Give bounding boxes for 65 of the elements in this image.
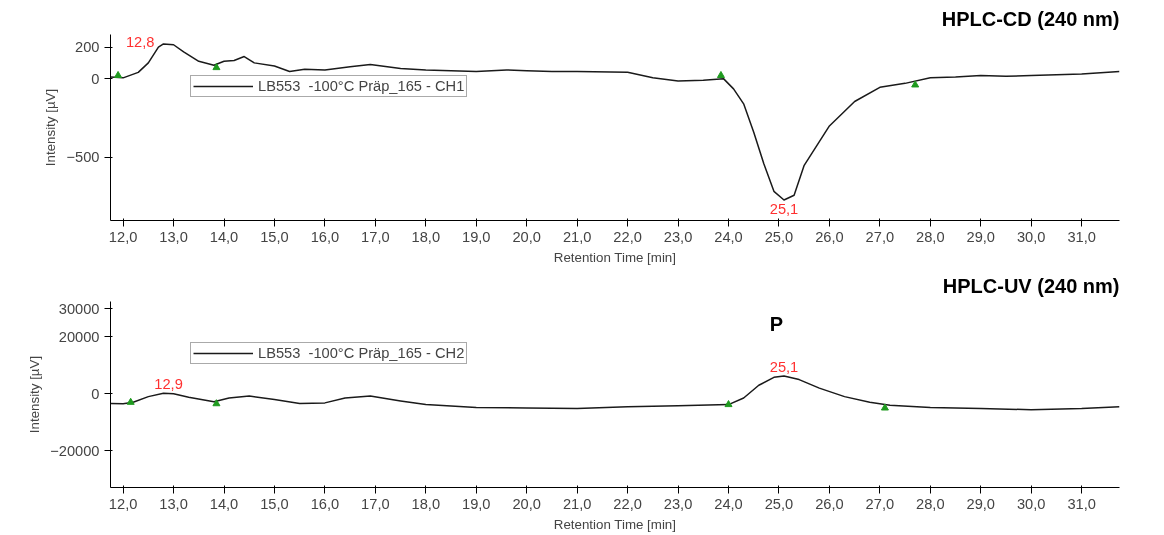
y-axis-title: Intensity [µV]: [27, 355, 43, 434]
y-tick-label: 0: [91, 70, 100, 87]
x-tick-label: 17,0: [361, 495, 390, 512]
x-tick-label: 28,0: [916, 228, 945, 245]
x-tick-label: 19,0: [462, 228, 491, 245]
y-tick-label: 30000: [58, 300, 100, 317]
x-tick-label: 31,0: [1067, 228, 1096, 245]
line-series: [110, 375, 1120, 411]
x-tick-label: 24,0: [714, 495, 743, 512]
x-tick-label: 24,0: [714, 228, 743, 245]
x-tick-label: 20,0: [512, 495, 541, 512]
point: [212, 63, 221, 71]
y-tick-label: −500: [66, 149, 100, 166]
x-tick-label: 13,0: [159, 228, 188, 245]
x-tick-label: 23,0: [663, 495, 693, 512]
x-tick-label: 15,0: [260, 495, 289, 512]
x-tick-label: 27,0: [865, 228, 895, 245]
x-tick-label: 23,0: [663, 228, 693, 245]
x-tick-label: 12,0: [108, 228, 138, 245]
x-tick-label: 30,0: [1016, 228, 1046, 245]
x-tick-label: 26,0: [815, 228, 844, 245]
x-tick-label: 30,0: [1016, 495, 1046, 512]
chart-title: HPLC-CD (240 nm): [941, 7, 1120, 30]
annotation: 25,1: [769, 358, 799, 375]
x-tick-label: 17,0: [361, 228, 390, 245]
annotation: 12,8: [125, 33, 155, 50]
x-tick-label: 18,0: [411, 495, 441, 512]
x-tick-label: 13,0: [159, 495, 188, 512]
x-tick-label: 28,0: [916, 495, 945, 512]
x-axis-title: Retention Time [min]: [553, 516, 676, 532]
x-tick-label: 25,0: [764, 228, 794, 245]
x-tick-label: 16,0: [310, 495, 340, 512]
x-tick-label: 19,0: [462, 495, 491, 512]
annotation: 12,9: [154, 376, 183, 393]
x-tick-label: 15,0: [260, 228, 289, 245]
y-tick-label: 200: [75, 39, 100, 56]
x-tick-label: 21,0: [562, 228, 592, 245]
x-tick-label: 25,0: [764, 495, 794, 512]
x-tick-label: 12,0: [108, 495, 138, 512]
x-tick-label: 18,0: [411, 228, 441, 245]
annotation: 25,1: [769, 201, 799, 218]
x-tick-label: 21,0: [562, 495, 592, 512]
point: [114, 70, 123, 78]
point: [716, 70, 725, 78]
chart-title: HPLC-UV (240 nm): [942, 274, 1120, 297]
x-tick-label: 22,0: [613, 228, 642, 245]
legend-label: LB553 -100°C Präp_165 - CH1: [258, 78, 465, 94]
y-axis-title: Intensity [µV]: [43, 88, 59, 167]
x-tick-label: 26,0: [815, 495, 844, 512]
x-tick-label: 29,0: [966, 228, 996, 245]
x-tick-label: 20,0: [512, 228, 541, 245]
x-tick-label: 22,0: [613, 495, 642, 512]
x-tick-label: 14,0: [209, 495, 239, 512]
y-tick-label: 0: [91, 385, 100, 402]
x-tick-label: 16,0: [310, 228, 340, 245]
y-tick-label: −20000: [50, 442, 100, 459]
point: [911, 80, 920, 88]
x-tick-label: 27,0: [865, 495, 895, 512]
legend-label: LB553 -100°C Präp_165 - CH2: [258, 345, 465, 361]
annotation: P: [769, 312, 784, 335]
x-tick-label: 31,0: [1067, 495, 1096, 512]
x-tick-label: 29,0: [966, 495, 996, 512]
x-tick-label: 14,0: [209, 228, 239, 245]
y-tick-label: 20000: [58, 329, 100, 345]
x-axis-title: Retention Time [min]: [553, 249, 676, 265]
